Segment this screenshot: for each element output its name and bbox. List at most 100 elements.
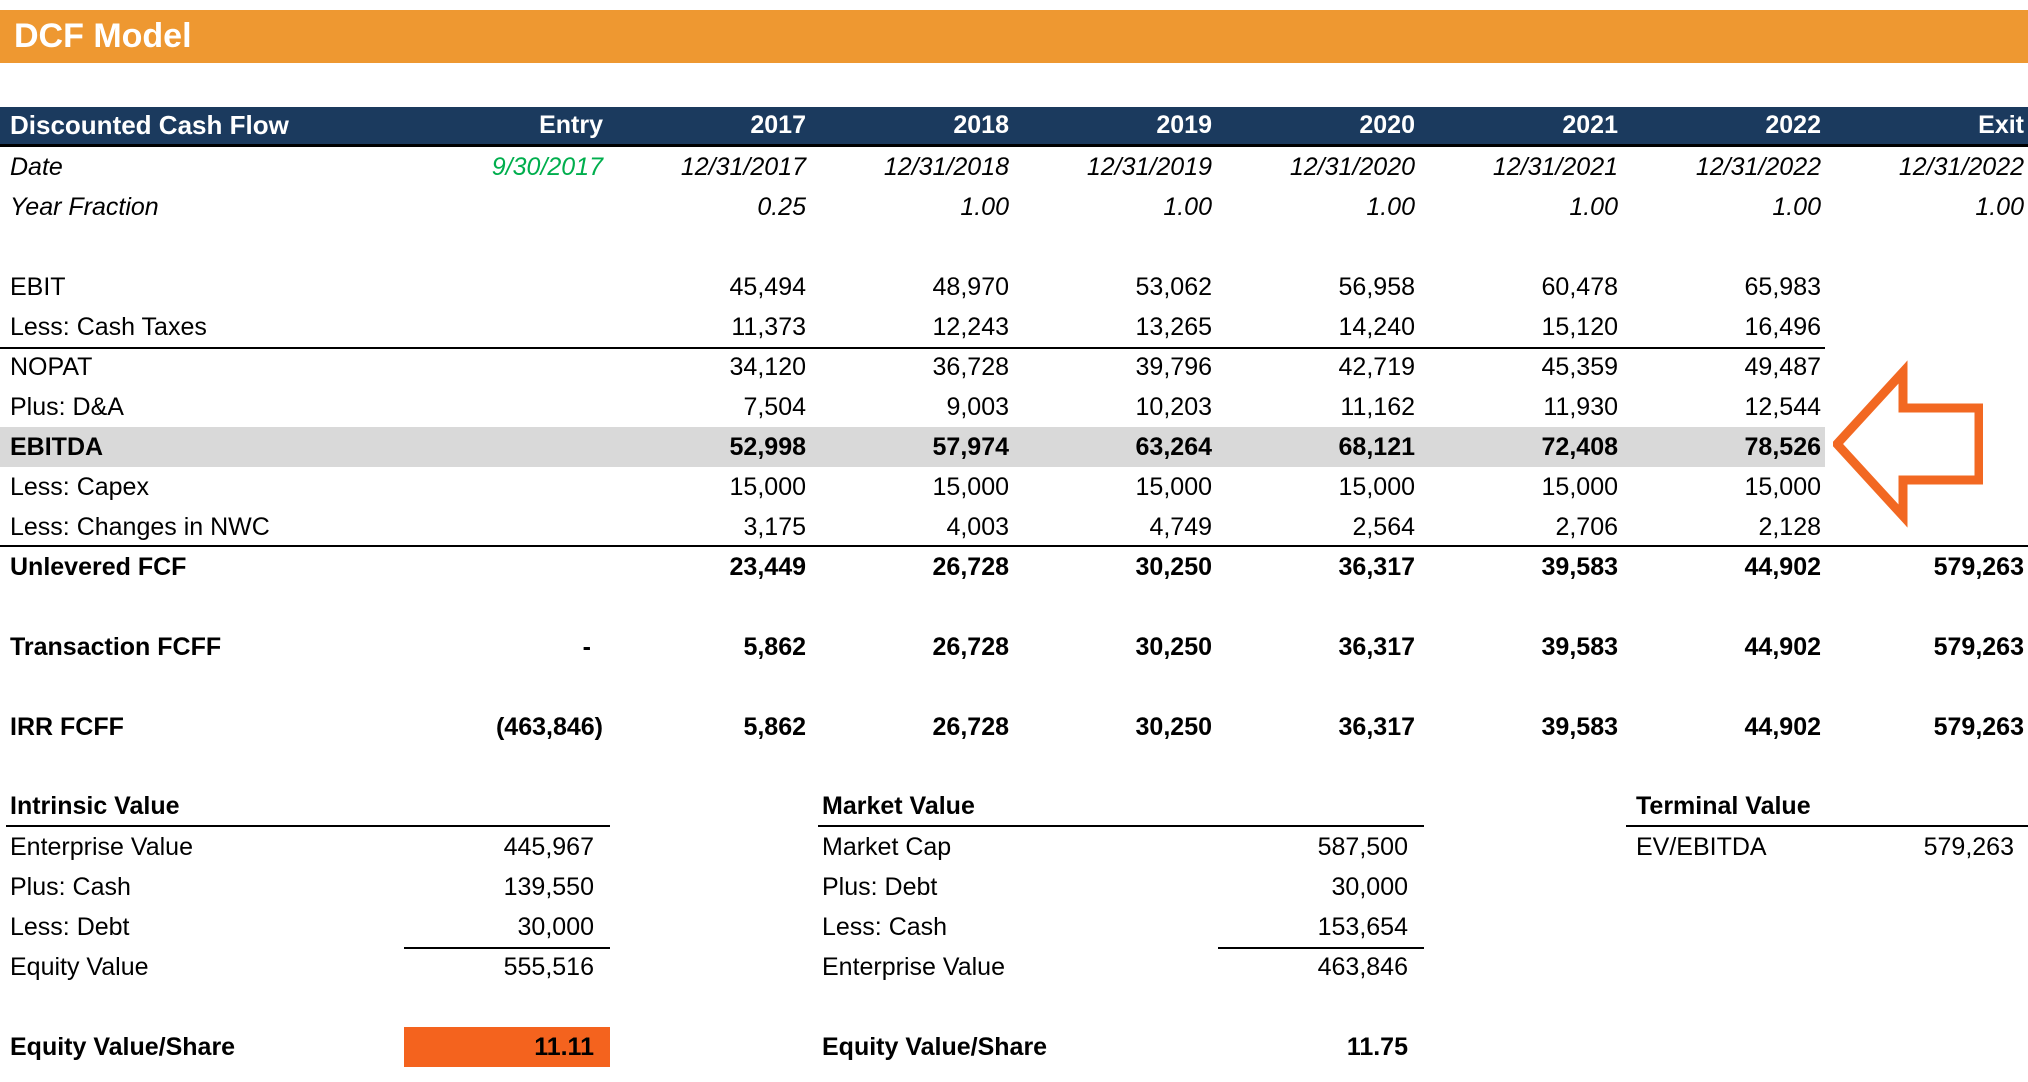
col-header-2021: 2021 (1562, 111, 1618, 139)
blank-row (0, 587, 2028, 627)
cell-2022: 78,526 (1622, 427, 1825, 467)
cell-2022: 15,000 (1744, 473, 1821, 501)
dcf-table: Discounted Cash Flow Entry 2017 2018 201… (0, 107, 2028, 747)
row-value: 463,846 (1317, 953, 1408, 981)
row-label: Less: Changes in NWC (10, 513, 270, 541)
list-item: Less: Cash 153,654 (818, 907, 1424, 949)
cell-entry: 9/30/2017 (491, 153, 603, 181)
row-label: Market Cap (822, 833, 952, 861)
cell-2020: 36,317 (1338, 633, 1415, 661)
equity-value-per-share-row: Equity Value/Share 11.11 (6, 1027, 610, 1067)
cell-2020: 68,121 (1216, 427, 1419, 467)
cell-2018: 26,728 (932, 553, 1009, 581)
row-label: Equity Value/Share (10, 1033, 236, 1061)
row-value: 579,263 (1923, 833, 2014, 861)
row-label: Year Fraction (10, 193, 159, 221)
table-row-irr-fcff: IRR FCFF (463,846) 5,862 26,728 30,250 3… (0, 707, 2028, 747)
cell-2022: 2,128 (1758, 513, 1821, 541)
cell-2021: 45,359 (1541, 353, 1618, 381)
row-label: Equity Value (10, 953, 149, 981)
cell-2020: 36,317 (1338, 713, 1415, 741)
blank-row (0, 667, 2028, 707)
cell-2020: 14,240 (1216, 307, 1419, 349)
row-label: Enterprise Value (10, 833, 193, 861)
cell-2019: 4,749 (1149, 513, 1212, 541)
cell-2022: 44,902 (1744, 633, 1821, 661)
row-label: Less: Cash (822, 913, 948, 941)
cell-2017: 52,998 (607, 427, 810, 467)
cell-entry (404, 467, 607, 507)
cell-2020: 2,564 (1352, 513, 1415, 541)
row-value: 555,516 (503, 953, 594, 981)
row-label: Less: Debt (10, 913, 130, 941)
cell-2018: 26,728 (932, 713, 1009, 741)
terminal-value-section: Terminal Value EV/EBITDA 579,263 (1626, 787, 2028, 867)
row-label: EV/EBITDA (1636, 833, 1767, 861)
row-value: 153,654 (1218, 907, 1424, 949)
cell-2017: 5,862 (743, 633, 806, 661)
cell-2022: 12/31/2022 (1695, 153, 1821, 181)
cell-2017: 12/31/2017 (680, 153, 806, 181)
row-value: 11.75 (1346, 1033, 1408, 1061)
row-value: 30,000 (404, 907, 610, 949)
table-row-date: Date 9/30/2017 12/31/2017 12/31/2018 12/… (0, 147, 2028, 187)
list-item: Plus: Cash 139,550 (6, 867, 610, 907)
table-row-year-fraction: Year Fraction 0.25 1.00 1.00 1.00 1.00 1… (0, 187, 2028, 227)
table-row-nopat: NOPAT 34,120 36,728 39,796 42,719 45,359… (0, 347, 2028, 387)
left-arrow-icon (1833, 360, 1983, 528)
col-header-entry: Entry (539, 111, 603, 139)
cell-2017: 34,120 (729, 353, 806, 381)
list-item: Equity Value 555,516 (6, 947, 610, 987)
cell-2022: 65,983 (1744, 273, 1821, 301)
title-bar: DCF Model (0, 10, 2028, 63)
cell-entry (404, 267, 607, 307)
cell-2017: 3,175 (743, 513, 806, 541)
blank-row (818, 987, 1424, 1027)
cell-2017: 15,000 (729, 473, 806, 501)
list-item: Enterprise Value 445,967 (6, 827, 610, 867)
col-header-2020: 2020 (1359, 111, 1415, 139)
cell-2020: 15,000 (1338, 473, 1415, 501)
table-title: Discounted Cash Flow (10, 110, 289, 140)
row-label: Less: Cash Taxes (0, 307, 404, 349)
cell-2019: 30,250 (1135, 633, 1212, 661)
cell-2018: 4,003 (946, 513, 1009, 541)
cell-2022: 12,544 (1744, 393, 1821, 421)
row-value: 587,500 (1317, 833, 1408, 861)
list-item: Plus: Debt 30,000 (818, 867, 1424, 907)
table-row-ebit: EBIT 45,494 48,970 53,062 56,958 60,478 … (0, 267, 2028, 307)
cell-2022: 49,487 (1744, 353, 1821, 381)
cell-2021: 39,583 (1541, 713, 1618, 741)
cell-2020: 42,719 (1338, 353, 1415, 381)
intrinsic-value-section: Intrinsic Value Enterprise Value 445,967… (6, 787, 610, 1067)
cell-2020: 11,162 (1340, 393, 1415, 421)
cell-exit: 579,263 (1933, 633, 2024, 661)
table-row-unlevered-fcf: Unlevered FCF 23,449 26,728 30,250 36,31… (0, 547, 2028, 587)
list-item: Market Cap 587,500 (818, 827, 1424, 867)
cell-entry (404, 307, 607, 349)
cell-exit: 12/31/2022 (1898, 153, 2024, 181)
cell-2021: 15,000 (1541, 473, 1618, 501)
cell-2018: 12/31/2018 (883, 153, 1009, 181)
row-label: Plus: Cash (10, 873, 131, 901)
table-row-ebitda-highlighted: EBITDA 52,998 57,974 63,264 68,121 72,40… (0, 427, 2028, 467)
cell-2018: 1.00 (960, 193, 1009, 221)
blank-row (0, 227, 2028, 267)
cell-2019: 30,250 (1135, 553, 1212, 581)
cell-2018: 12,243 (810, 307, 1013, 349)
cell-2017: 5,862 (743, 713, 806, 741)
cell-2017: 45,494 (729, 273, 806, 301)
table-row-cash-taxes: Less: Cash Taxes 11,373 12,243 13,265 14… (0, 307, 2028, 349)
cell-2020: 56,958 (1338, 273, 1415, 301)
col-header-2019: 2019 (1156, 111, 1212, 139)
row-label: Plus: Debt (822, 873, 938, 901)
row-label: Unlevered FCF (10, 553, 187, 581)
cell-2018: 48,970 (932, 273, 1009, 301)
col-header-2017: 2017 (750, 111, 806, 139)
row-label: EBITDA (0, 427, 404, 467)
cell-exit: 579,263 (1933, 713, 2024, 741)
row-label: Enterprise Value (822, 953, 1005, 981)
cell-entry (404, 507, 607, 547)
cell-2021: 15,120 (1419, 307, 1622, 349)
list-item: Less: Debt 30,000 (6, 907, 610, 949)
